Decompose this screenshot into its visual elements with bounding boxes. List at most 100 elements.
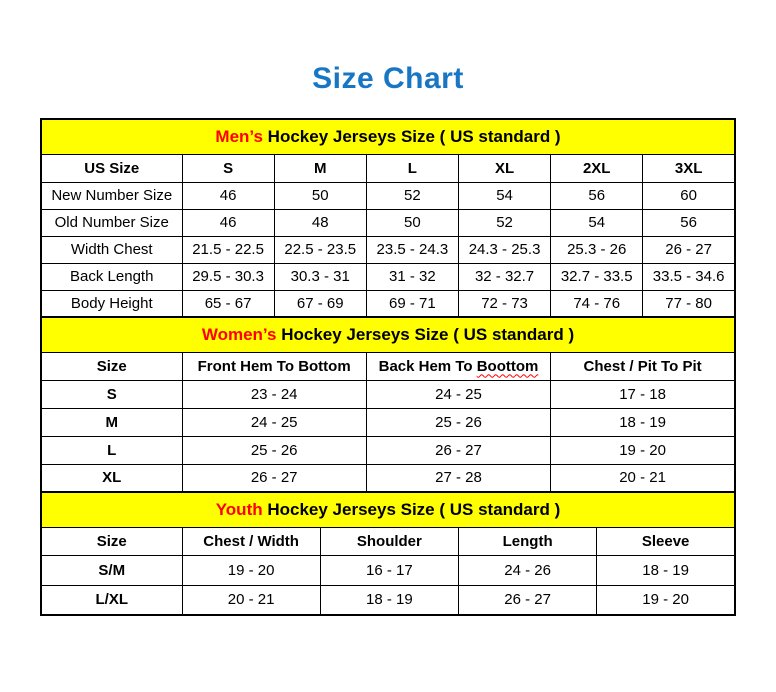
value-cell: 27 - 28 <box>365 463 552 493</box>
value-cell: 72 - 73 <box>457 289 552 318</box>
table-row-body-height: Body Height 65 - 67 67 - 69 69 - 71 72 -… <box>40 289 736 318</box>
table-row-width-chest: Width Chest 21.5 - 22.5 22.5 - 23.5 23.5… <box>40 235 736 264</box>
table-row-women-l: L 25 - 26 26 - 27 19 - 20 <box>40 435 736 465</box>
table-row-back-length: Back Length 29.5 - 30.3 30.3 - 31 31 - 3… <box>40 262 736 291</box>
column-header-size: Size <box>40 526 183 556</box>
row-label: New Number Size <box>40 181 183 210</box>
value-cell: 19 - 20 <box>181 554 321 586</box>
womens-section-header-row: Women’s Hockey Jerseys Size ( US standar… <box>40 316 736 353</box>
youth-size-table: Youth Hockey Jerseys Size ( US standard … <box>40 491 736 616</box>
youth-section-title-highlight: Youth <box>215 499 263 519</box>
youth-column-header-row: Size Chest / Width Shoulder Length Sleev… <box>40 526 736 556</box>
mens-section-title: Men’s Hockey Jerseys Size ( US standard … <box>40 118 736 155</box>
value-cell: 24 - 25 <box>365 379 552 409</box>
value-cell: 24.3 - 25.3 <box>457 235 552 264</box>
value-cell: 33.5 - 34.6 <box>642 262 736 291</box>
value-cell: 69 - 71 <box>365 289 459 318</box>
value-cell: 46 <box>181 181 275 210</box>
value-cell: 54 <box>457 181 552 210</box>
value-cell: 54 <box>550 208 644 237</box>
column-header-s: S <box>181 153 275 183</box>
mens-section-title-highlight: Men’s <box>215 126 263 146</box>
womens-section-title-highlight: Women’s <box>201 324 277 344</box>
size-label: M <box>40 407 183 437</box>
mens-section-header-row: Men’s Hockey Jerseys Size ( US standard … <box>40 118 736 155</box>
size-label: S/M <box>40 554 183 586</box>
womens-section-title: Women’s Hockey Jerseys Size ( US standar… <box>40 316 736 353</box>
mens-column-header-row: US Size S M L XL 2XL 3XL <box>40 153 736 183</box>
value-cell: 22.5 - 23.5 <box>273 235 367 264</box>
row-label: Body Height <box>40 289 183 318</box>
table-row-youth-sm: S/M 19 - 20 16 - 17 24 - 26 18 - 19 <box>40 554 736 586</box>
table-row-women-m: M 24 - 25 25 - 26 18 - 19 <box>40 407 736 437</box>
column-header-shoulder: Shoulder <box>319 526 460 556</box>
value-cell: 52 <box>457 208 552 237</box>
column-header-sleeve: Sleeve <box>596 526 736 556</box>
table-row-women-s: S 23 - 24 24 - 25 17 - 18 <box>40 379 736 409</box>
value-cell: 23 - 24 <box>181 379 367 409</box>
column-header-l: L <box>365 153 459 183</box>
womens-size-table: Women’s Hockey Jerseys Size ( US standar… <box>40 316 736 493</box>
value-cell: 25 - 26 <box>365 407 552 437</box>
value-cell: 19 - 20 <box>596 584 736 616</box>
value-cell: 77 - 80 <box>642 289 736 318</box>
misspelled-word: Boottom <box>476 357 539 375</box>
mens-section-title-rest: Hockey Jerseys Size ( US standard ) <box>262 126 561 146</box>
row-label: Back Length <box>40 262 183 291</box>
column-header-xl: XL <box>457 153 552 183</box>
column-header-m: M <box>273 153 367 183</box>
table-row-youth-lxl: L/XL 20 - 21 18 - 19 26 - 27 19 - 20 <box>40 584 736 616</box>
value-cell: 25 - 26 <box>181 435 367 465</box>
value-cell: 56 <box>642 208 736 237</box>
column-header-2xl: 2XL <box>550 153 644 183</box>
value-cell: 32 - 32.7 <box>457 262 552 291</box>
table-row-women-xl: XL 26 - 27 27 - 28 20 - 21 <box>40 463 736 493</box>
value-cell: 46 <box>181 208 275 237</box>
womens-section-title-rest: Hockey Jerseys Size ( US standard ) <box>276 324 575 344</box>
column-header-3xl: 3XL <box>642 153 736 183</box>
value-cell: 26 - 27 <box>181 463 367 493</box>
column-header-size: Size <box>40 351 183 381</box>
value-cell: 60 <box>642 181 736 210</box>
value-cell: 50 <box>273 181 367 210</box>
column-header-back-hem: Back Hem To Boottom <box>365 351 552 381</box>
value-cell: 52 <box>365 181 459 210</box>
value-cell: 26 - 27 <box>365 435 552 465</box>
value-cell: 20 - 21 <box>550 463 736 493</box>
value-cell: 26 - 27 <box>457 584 598 616</box>
column-header-chest-pit: Chest / Pit To Pit <box>550 351 736 381</box>
mens-size-table: Men’s Hockey Jerseys Size ( US standard … <box>40 118 736 318</box>
value-cell: 26 - 27 <box>642 235 736 264</box>
value-cell: 17 - 18 <box>550 379 736 409</box>
value-cell: 32.7 - 33.5 <box>550 262 644 291</box>
value-cell: 18 - 19 <box>550 407 736 437</box>
size-label: S <box>40 379 183 409</box>
table-row-new-number-size: New Number Size 46 50 52 54 56 60 <box>40 181 736 210</box>
value-cell: 65 - 67 <box>181 289 275 318</box>
youth-section-title: Youth Hockey Jerseys Size ( US standard … <box>40 491 736 528</box>
value-cell: 56 <box>550 181 644 210</box>
value-cell: 48 <box>273 208 367 237</box>
value-cell: 24 - 26 <box>457 554 598 586</box>
column-header-front-hem: Front Hem To Bottom <box>181 351 367 381</box>
value-cell: 74 - 76 <box>550 289 644 318</box>
value-cell: 18 - 19 <box>319 584 460 616</box>
value-cell: 18 - 19 <box>596 554 736 586</box>
value-cell: 50 <box>365 208 459 237</box>
value-cell: 30.3 - 31 <box>273 262 367 291</box>
column-header-chest-width: Chest / Width <box>181 526 321 556</box>
column-header-back-hem-text: Back Hem To <box>378 357 477 375</box>
value-cell: 20 - 21 <box>181 584 321 616</box>
size-label: XL <box>40 463 183 493</box>
column-header-length: Length <box>457 526 598 556</box>
youth-section-header-row: Youth Hockey Jerseys Size ( US standard … <box>40 491 736 528</box>
value-cell: 19 - 20 <box>550 435 736 465</box>
youth-section-title-rest: Hockey Jerseys Size ( US standard ) <box>262 499 561 519</box>
row-label: Old Number Size <box>40 208 183 237</box>
size-label: L/XL <box>40 584 183 616</box>
value-cell: 23.5 - 24.3 <box>365 235 459 264</box>
row-label: Width Chest <box>40 235 183 264</box>
womens-column-header-row: Size Front Hem To Bottom Back Hem To Boo… <box>40 351 736 381</box>
value-cell: 25.3 - 26 <box>550 235 644 264</box>
